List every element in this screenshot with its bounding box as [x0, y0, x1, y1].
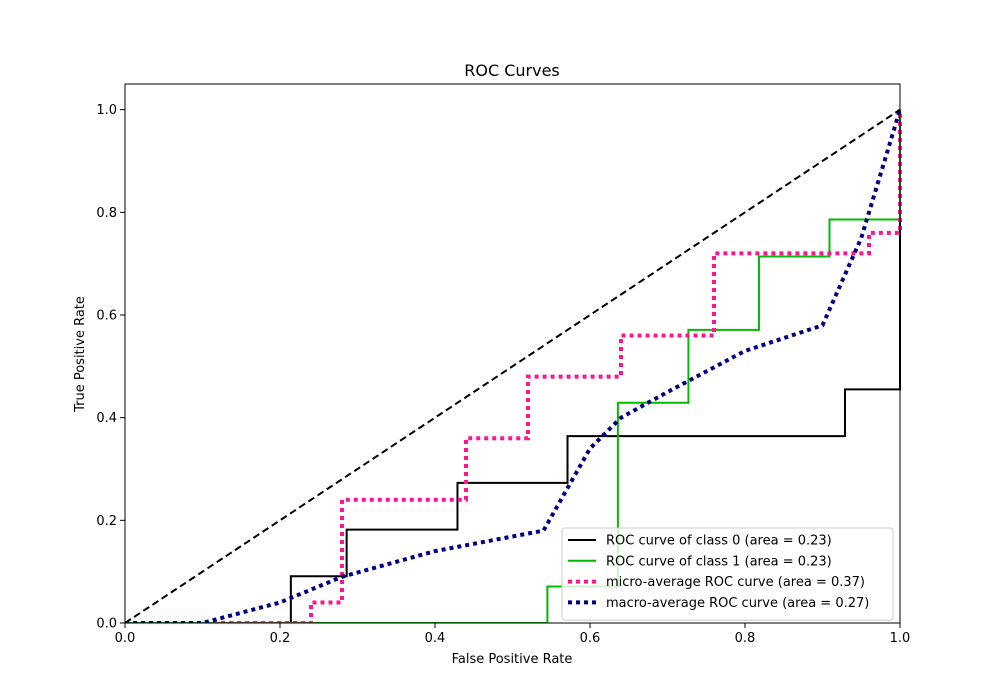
x-tick-label: 1.0	[890, 631, 911, 646]
y-tick-label: 0.8	[96, 206, 117, 221]
plot-frame	[124, 83, 901, 624]
y-axis-label: True Positive Rate	[73, 296, 88, 413]
legend-entry-label: macro-average ROC curve (area = 0.27)	[606, 596, 869, 611]
y-tick-label: 0.2	[96, 514, 117, 529]
class-0-roc-line	[125, 109, 901, 623]
legend-entry-label: ROC curve of class 1 (area = 0.23)	[606, 554, 832, 569]
y-tick-label: 1.0	[96, 103, 117, 118]
legend-box	[561, 527, 894, 621]
x-tick-label: 0.8	[735, 631, 756, 646]
chart-title: ROC Curves	[464, 61, 560, 80]
axis-ticks: 0.0 0.2 0.4 0.6 0.8 1.0 0.0 0.2 0.4 0.6 0.8 1.0	[96, 103, 910, 646]
plot-area	[125, 108, 902, 623]
x-tick-label: 0.4	[425, 631, 446, 646]
y-tick-label: 0.0	[96, 617, 117, 632]
legend-entry-label: ROC curve of class 0 (area = 0.23)	[606, 534, 832, 549]
x-axis-label: False Positive Rate	[452, 652, 573, 667]
x-tick-label: 0.0	[115, 631, 136, 646]
class-1-roc-line	[125, 109, 901, 623]
chance-diagonal-line	[125, 108, 901, 623]
legend-entry-label: micro-average ROC curve (area = 0.37)	[606, 575, 865, 590]
y-tick-label: 0.6	[96, 309, 117, 324]
micro-average-roc-line	[125, 109, 902, 623]
legend: ROC curve of class 0 (area = 0.23) ROC cu…	[561, 527, 894, 621]
y-tick-label: 0.4	[96, 411, 117, 426]
x-tick-label: 0.6	[580, 631, 601, 646]
macro-average-roc-line	[125, 109, 902, 623]
x-tick-label: 0.2	[270, 631, 291, 646]
